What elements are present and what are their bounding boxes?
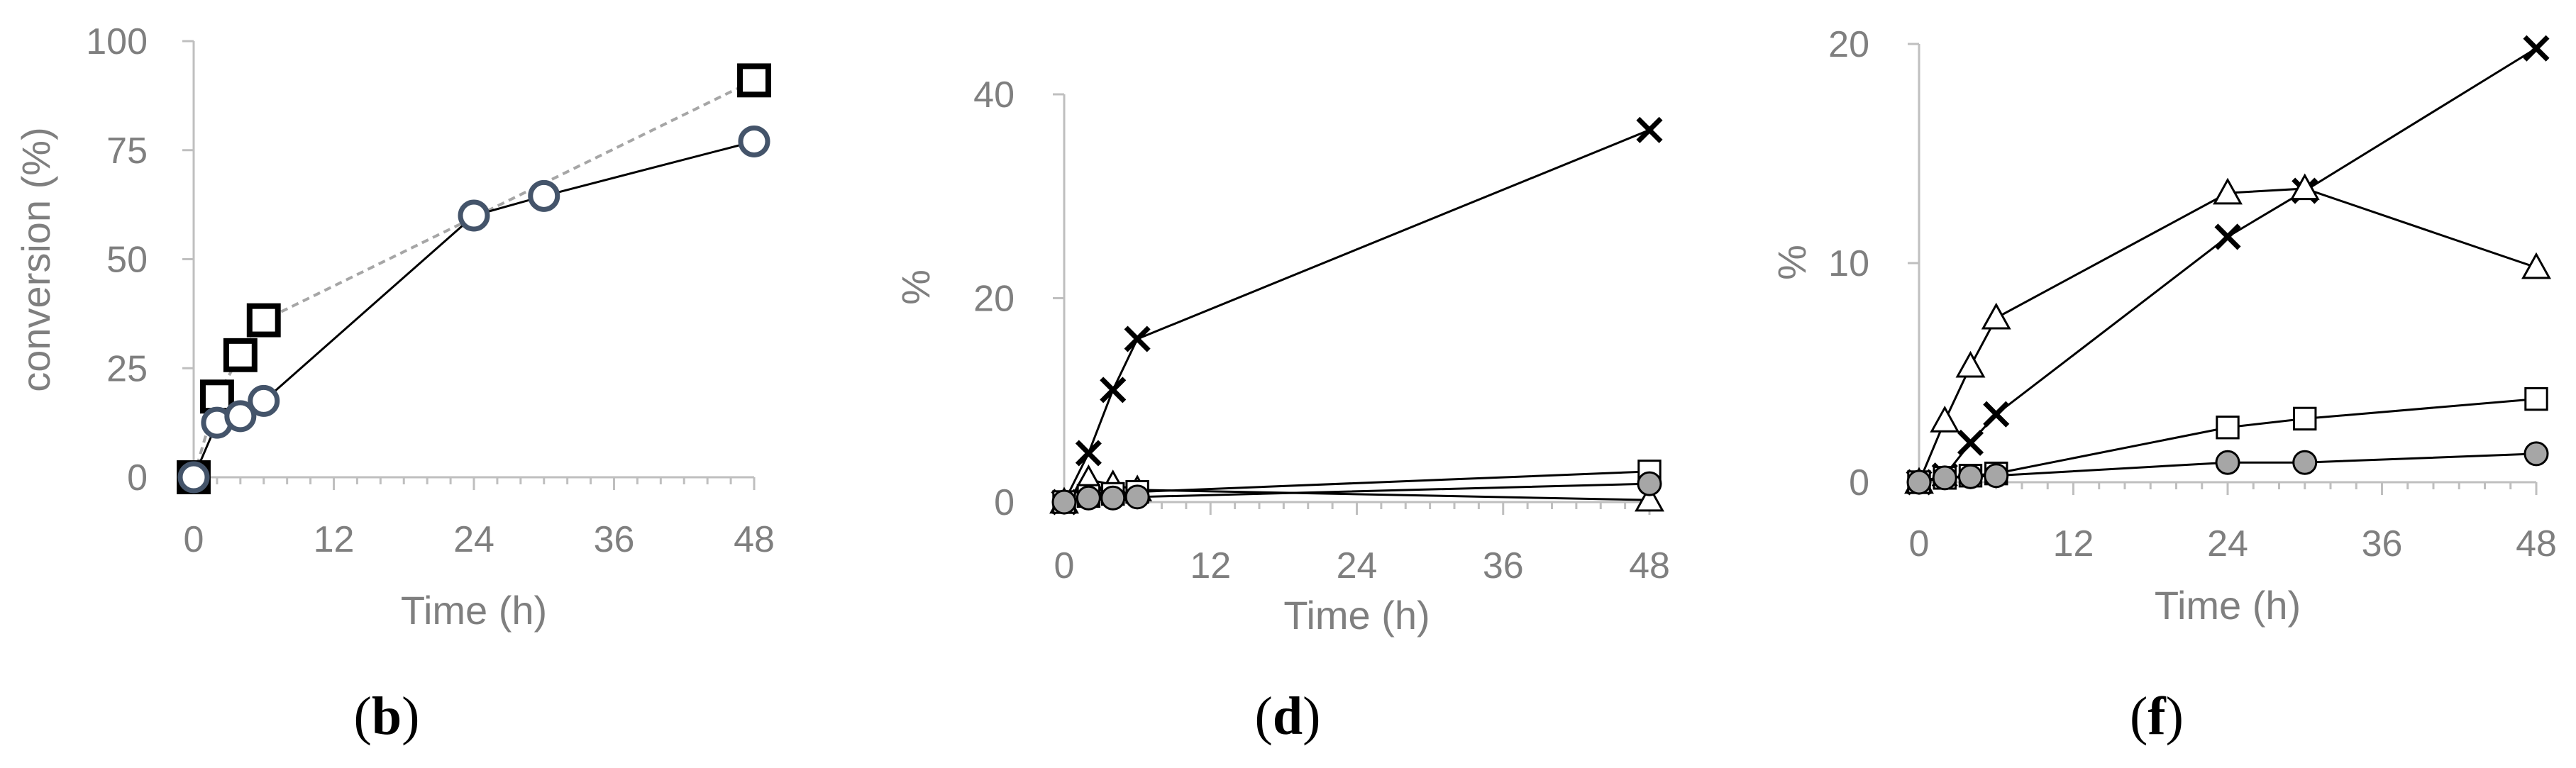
data-point-marker	[2216, 416, 2240, 440]
y-axis-title: conversion (%)	[13, 127, 58, 391]
x-tick-label: 24	[1337, 545, 1378, 586]
x-axis-title: Time (h)	[401, 588, 547, 633]
data-point-marker	[2215, 450, 2240, 475]
panel-label-f: (f)	[2130, 686, 2184, 746]
x-tick-label: 0	[184, 519, 204, 560]
data-point-marker	[1076, 485, 1101, 511]
data-point-marker	[2523, 35, 2550, 62]
data-point-marker	[248, 384, 280, 417]
x-tick-label: 24	[2207, 523, 2248, 564]
data-point-marker	[1637, 471, 1662, 496]
x-tick-label: 36	[594, 519, 635, 560]
data-point-marker	[2213, 177, 2243, 205]
data-point-marker	[1124, 484, 1150, 510]
data-point-marker	[528, 179, 560, 212]
y-tick-label: 40	[973, 74, 1015, 116]
data-point-marker	[1981, 302, 2011, 330]
x-tick-label: 12	[2053, 523, 2094, 564]
y-tick-label: 100	[86, 21, 148, 62]
x-tick-label: 0	[1909, 523, 1930, 564]
x-axis-title: Time (h)	[1283, 593, 1430, 638]
data-point-marker	[1100, 485, 1126, 511]
x-axis-title: Time (h)	[2155, 583, 2301, 628]
x-tick-label: 36	[1483, 545, 1524, 586]
data-point-marker	[737, 63, 771, 98]
data-point-marker	[458, 199, 490, 232]
data-point-marker	[2289, 173, 2320, 201]
x-tick-label: 48	[2516, 523, 2557, 564]
chart-panel-f: 0 10 20 0 12 24 36 48 Time (h)%	[1769, 24, 2557, 628]
y-tick-label: 20	[973, 279, 1015, 320]
y-tick-label: 20	[1828, 24, 1869, 65]
data-point-marker	[1932, 465, 1957, 491]
data-point-marker	[2524, 386, 2548, 411]
y-tick-label: 0	[127, 457, 148, 499]
data-point-marker	[2214, 223, 2241, 250]
data-point-marker	[246, 303, 281, 338]
chart-panel-d: 0 20 40 0 12 24 36 48 Time (h)%	[893, 74, 1670, 638]
data-point-marker	[1051, 489, 1077, 515]
data-point-marker	[1635, 484, 1664, 512]
series-line	[1063, 128, 1650, 503]
x-tick-label: 12	[314, 519, 355, 560]
data-point-marker	[1636, 116, 1663, 143]
x-tick-label: 48	[734, 519, 775, 560]
data-point-marker	[1958, 464, 1983, 489]
data-point-marker	[2524, 441, 2549, 467]
data-point-marker	[2293, 406, 2317, 431]
data-point-marker	[1957, 429, 1984, 456]
y-tick-label: 10	[1828, 243, 1869, 284]
y-tick-label: 25	[106, 348, 148, 389]
data-point-marker	[1983, 401, 2010, 428]
y-tick-label: 0	[1849, 462, 1869, 503]
data-point-marker	[2292, 450, 2318, 475]
data-point-marker	[1906, 469, 1932, 495]
y-tick-label: 50	[106, 240, 148, 281]
x-tick-label: 12	[1190, 545, 1231, 586]
data-point-marker	[1075, 440, 1102, 467]
data-point-marker	[2521, 252, 2551, 279]
x-tick-label: 36	[2362, 523, 2403, 564]
y-tick-label: 75	[106, 130, 148, 172]
data-point-marker	[1984, 463, 2009, 489]
series-line	[192, 79, 755, 478]
data-point-marker	[199, 379, 234, 414]
y-tick-label: 0	[994, 482, 1015, 523]
panel-label-b: (b)	[354, 686, 420, 746]
y-axis-title: %	[1769, 245, 1814, 280]
data-point-marker	[177, 461, 210, 494]
data-point-marker	[223, 338, 258, 372]
data-point-marker	[1100, 377, 1127, 404]
data-point-marker	[738, 125, 770, 157]
panel-label-d: (d)	[1255, 686, 1321, 746]
data-point-marker	[1930, 405, 1960, 433]
data-point-marker	[224, 400, 257, 433]
data-point-marker	[1955, 350, 1986, 378]
x-tick-label: 0	[1054, 545, 1075, 586]
x-tick-label: 48	[1629, 545, 1670, 586]
y-axis-title: %	[893, 269, 938, 305]
data-point-marker	[1124, 325, 1151, 352]
chart-panel-b: 0 25 50 75 100 0 12 24 36 48 Time (h) conversion (%…	[13, 21, 775, 633]
x-tick-label: 24	[453, 519, 494, 560]
